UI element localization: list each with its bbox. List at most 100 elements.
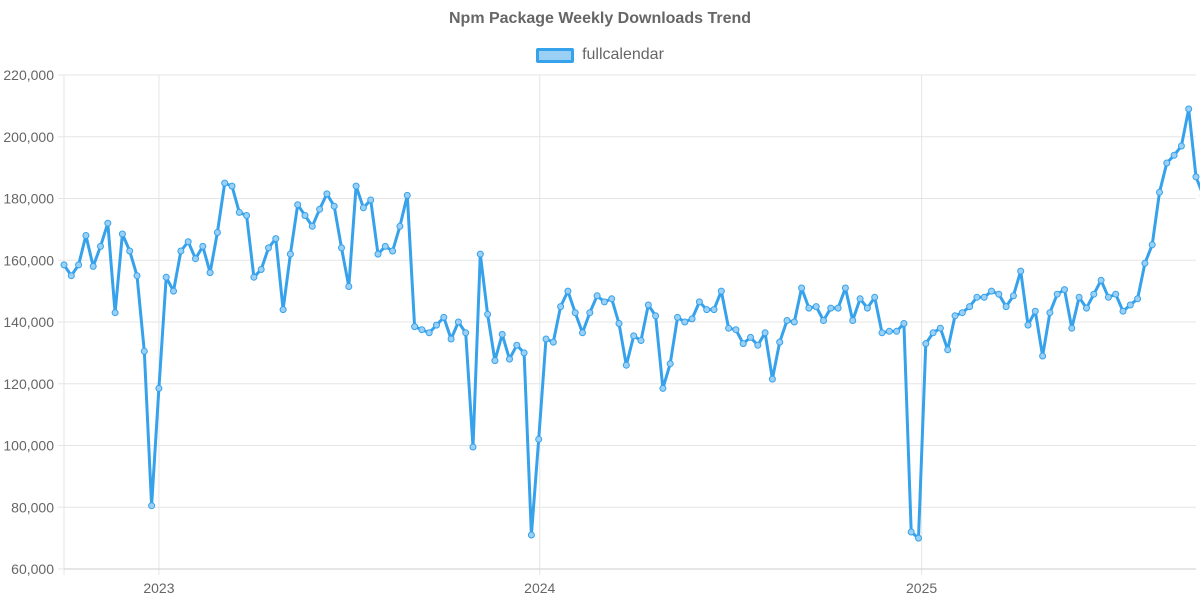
data-point — [542, 335, 550, 343]
y-tick-label: 60,000 — [11, 561, 54, 577]
data-point — [878, 329, 886, 337]
data-point — [1141, 259, 1149, 267]
data-point — [988, 287, 995, 295]
data-point — [907, 528, 915, 536]
data-point — [805, 304, 813, 312]
data-point — [126, 247, 134, 255]
data-point — [790, 318, 798, 326]
data-point — [374, 250, 382, 258]
data-point — [243, 212, 251, 219]
data-point — [1046, 309, 1054, 317]
legend[interactable]: fullcalendar — [0, 46, 1200, 64]
data-point — [717, 287, 725, 295]
data-point — [1104, 293, 1112, 301]
data-point — [60, 261, 68, 269]
data-point — [1134, 295, 1142, 303]
data-point — [703, 306, 711, 314]
data-point — [250, 273, 258, 281]
data-point — [593, 292, 601, 300]
y-tick-label: 200,000 — [3, 129, 54, 145]
data-point — [75, 261, 83, 269]
data-point — [557, 303, 565, 311]
data-point — [1090, 290, 1098, 298]
chart-title: Npm Package Weekly Downloads Trend — [448, 10, 752, 27]
data-point — [688, 315, 696, 323]
data-point — [783, 317, 791, 324]
y-tick-label: 160,000 — [3, 252, 54, 268]
data-point — [286, 250, 294, 258]
data-point — [973, 293, 981, 301]
data-point — [820, 317, 827, 324]
data-point — [476, 250, 484, 258]
data-point — [812, 303, 820, 311]
data-point — [454, 318, 462, 326]
data-point — [827, 304, 835, 312]
data-point — [97, 242, 104, 250]
data-point — [462, 329, 470, 337]
data-point — [666, 360, 674, 368]
data-point — [425, 329, 433, 337]
data-point — [527, 531, 535, 539]
data-point — [1126, 301, 1134, 309]
data-point — [732, 326, 740, 334]
legend-label[interactable]: fullcalendar — [582, 46, 664, 63]
data-point — [418, 326, 426, 334]
data-point — [615, 320, 623, 327]
data-point — [411, 323, 419, 331]
data-point — [491, 357, 499, 365]
data-point — [681, 318, 689, 326]
data-point — [513, 341, 521, 349]
data-point — [265, 244, 272, 252]
data-point — [1083, 304, 1090, 312]
data-point — [133, 272, 141, 280]
data-point — [768, 375, 776, 383]
data-point — [1061, 286, 1068, 294]
data-point — [915, 534, 922, 542]
data-point — [506, 355, 513, 363]
data-point — [316, 205, 324, 213]
data-point — [608, 295, 616, 303]
data-point — [199, 242, 207, 250]
data-point — [637, 337, 645, 344]
legend-swatch[interactable] — [536, 47, 575, 63]
data-point — [600, 298, 608, 306]
data-point — [1119, 307, 1127, 315]
data-point — [739, 340, 747, 348]
data-point — [776, 338, 784, 346]
y-tick-label: 80,000 — [11, 499, 54, 515]
data-point — [345, 283, 353, 290]
data-point — [1148, 241, 1156, 249]
data-point — [213, 229, 221, 236]
x-tick-label: 2023 — [143, 580, 174, 596]
data-point — [652, 312, 660, 320]
data-point — [571, 309, 579, 317]
data-point — [177, 247, 185, 255]
data-point — [951, 312, 959, 320]
data-point — [1156, 188, 1163, 196]
data-point — [308, 222, 316, 230]
data-point — [1031, 307, 1039, 315]
data-point — [761, 329, 769, 337]
data-point — [111, 309, 119, 317]
data-point — [440, 313, 448, 321]
data-point — [301, 212, 309, 219]
data-point — [89, 262, 97, 270]
data-point — [659, 384, 667, 392]
data-point — [221, 179, 229, 187]
data-point — [1177, 142, 1185, 150]
data-point — [1185, 105, 1193, 113]
data-point — [162, 273, 170, 281]
data-point — [520, 349, 528, 357]
data-point — [469, 443, 477, 451]
data-point — [710, 306, 718, 314]
data-point — [834, 304, 842, 312]
x-tick-label: 2025 — [906, 580, 937, 596]
data-point — [885, 327, 893, 335]
data-point — [323, 190, 331, 198]
data-point — [447, 335, 455, 343]
data-point — [118, 230, 126, 238]
data-point — [403, 191, 411, 199]
data-point — [841, 284, 849, 292]
